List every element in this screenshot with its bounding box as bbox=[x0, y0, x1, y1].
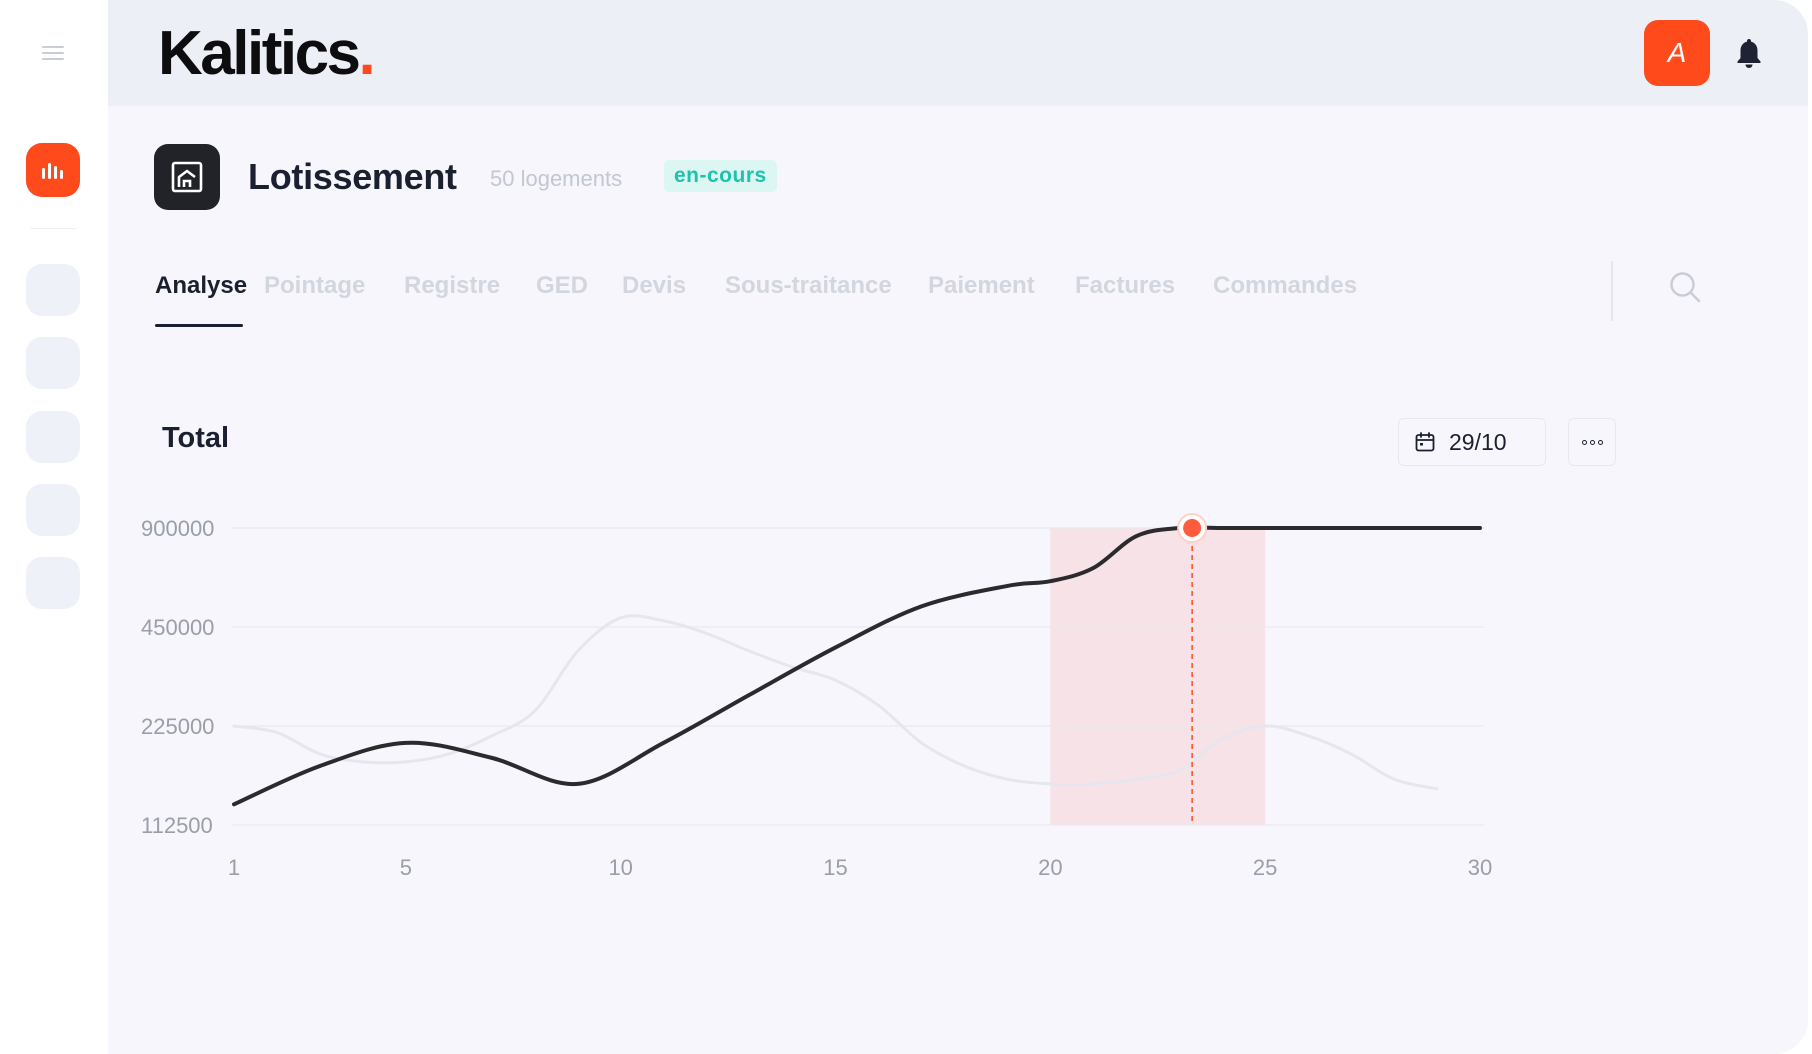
bar-chart-icon bbox=[42, 163, 63, 179]
marker-point bbox=[1183, 519, 1202, 537]
tabs-divider bbox=[1611, 261, 1613, 321]
sidebar-item-5[interactable] bbox=[26, 557, 80, 609]
user-avatar[interactable]: A bbox=[1644, 20, 1710, 86]
dot-icon bbox=[1589, 439, 1595, 445]
bell-icon[interactable] bbox=[1735, 37, 1763, 69]
x-tick-label: 5 bbox=[400, 855, 412, 880]
sidebar-item-4[interactable] bbox=[26, 484, 80, 536]
main-content: Lotissement 50 logements en-cours Analys… bbox=[108, 106, 1808, 1054]
sidebar-item-3[interactable] bbox=[26, 411, 80, 463]
tab-paiement[interactable]: Paiement bbox=[928, 272, 1035, 299]
series-line-secondary bbox=[232, 614, 1439, 791]
x-tick-label: 1 bbox=[228, 855, 240, 880]
sidebar-item-analytics[interactable] bbox=[26, 143, 80, 197]
search-icon[interactable] bbox=[1668, 270, 1702, 304]
sidebar bbox=[0, 0, 108, 1054]
tab-ged[interactable]: GED bbox=[536, 272, 589, 299]
tab-registre[interactable]: Registre bbox=[404, 272, 501, 299]
date-label: 29/10 bbox=[1449, 428, 1507, 455]
house-icon bbox=[171, 161, 203, 193]
x-tick-label: 30 bbox=[1468, 855, 1492, 880]
x-tick-label: 20 bbox=[1038, 855, 1062, 880]
more-options-button[interactable] bbox=[1568, 418, 1616, 466]
y-tick-label: 225000 bbox=[141, 714, 214, 739]
topbar: Kalitics. A bbox=[108, 0, 1808, 106]
menu-icon[interactable] bbox=[42, 46, 64, 60]
sidebar-item-1[interactable] bbox=[26, 264, 80, 316]
tab-factures[interactable]: Factures bbox=[1075, 272, 1176, 299]
x-tick-label: 10 bbox=[608, 855, 632, 880]
project-icon bbox=[154, 144, 220, 210]
x-tick-label: 15 bbox=[823, 855, 847, 880]
chart-title: Total bbox=[162, 422, 230, 454]
date-picker-button[interactable]: 29/10 bbox=[1398, 418, 1546, 466]
tab-analyse[interactable]: Analyse bbox=[155, 272, 248, 299]
status-badge: en-cours bbox=[664, 160, 777, 192]
tab-commandes[interactable]: Commandes bbox=[1213, 272, 1358, 299]
series-line-primary bbox=[232, 525, 1482, 807]
tab-pointage[interactable]: Pointage bbox=[264, 272, 366, 299]
x-tick-label: 25 bbox=[1253, 855, 1277, 880]
dot-icon bbox=[1581, 439, 1587, 445]
project-title: Lotissement bbox=[248, 156, 457, 197]
active-tab-indicator bbox=[155, 324, 243, 327]
y-tick-label: 900000 bbox=[141, 516, 214, 541]
tab-devis[interactable]: Devis bbox=[622, 272, 687, 299]
tab-sous-traitance[interactable]: Sous-traitance bbox=[725, 272, 892, 299]
project-subtitle: 50 logements bbox=[490, 166, 623, 191]
app-logo[interactable]: Kalitics. bbox=[158, 19, 376, 88]
sidebar-divider bbox=[30, 228, 76, 229]
sidebar-item-2[interactable] bbox=[26, 337, 80, 389]
dot-icon bbox=[1597, 439, 1603, 445]
y-tick-label: 112500 bbox=[141, 813, 213, 838]
calendar-icon bbox=[1415, 432, 1435, 452]
y-tick-label: 450000 bbox=[141, 615, 214, 640]
